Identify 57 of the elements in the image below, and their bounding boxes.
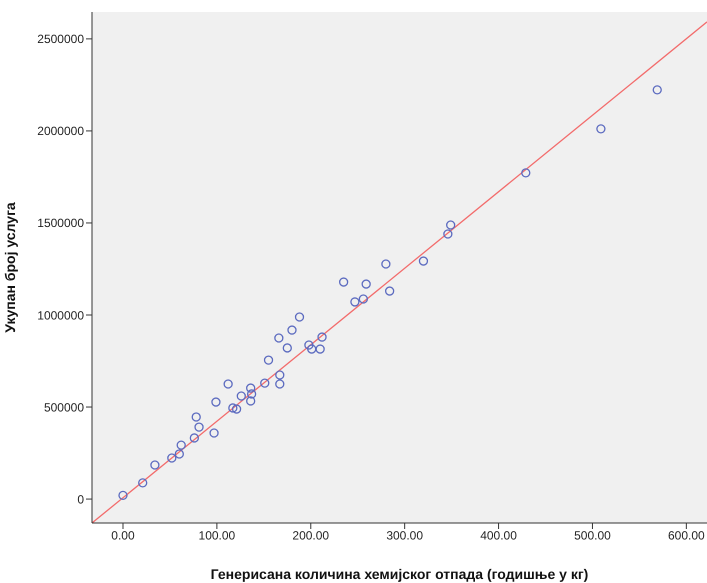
point bbox=[338, 277, 348, 287]
point bbox=[287, 325, 297, 335]
point bbox=[190, 433, 199, 443]
y-tick-label: 1000000 bbox=[37, 308, 84, 322]
point bbox=[275, 370, 284, 380]
x-tick-label: 600.00 bbox=[668, 528, 706, 543]
point bbox=[596, 124, 606, 134]
point bbox=[223, 379, 233, 389]
point bbox=[358, 294, 368, 304]
point bbox=[384, 286, 394, 296]
point bbox=[264, 355, 274, 365]
point bbox=[350, 297, 360, 307]
point bbox=[176, 440, 186, 450]
point bbox=[167, 453, 176, 463]
y-tick-label: 1500000 bbox=[37, 216, 84, 230]
y-tick-label: 2000000 bbox=[37, 124, 84, 138]
y-axis-title: Укупан број услуга bbox=[2, 202, 18, 333]
point bbox=[246, 389, 256, 399]
point bbox=[118, 490, 128, 500]
point bbox=[317, 332, 327, 342]
point bbox=[174, 449, 184, 459]
point bbox=[304, 340, 314, 350]
point bbox=[446, 220, 456, 230]
point bbox=[194, 422, 204, 432]
x-tick-label: 400.00 bbox=[480, 528, 518, 543]
point bbox=[192, 412, 201, 422]
point bbox=[274, 333, 284, 343]
x-tick-label: 0.00 bbox=[111, 528, 135, 543]
point bbox=[275, 379, 284, 389]
point bbox=[209, 428, 219, 438]
point bbox=[236, 391, 246, 401]
point bbox=[232, 404, 242, 414]
point bbox=[381, 259, 391, 269]
point bbox=[316, 344, 325, 354]
point bbox=[282, 343, 292, 353]
point bbox=[362, 279, 371, 289]
x-tick-label: 200.00 bbox=[292, 528, 330, 543]
point bbox=[307, 344, 316, 354]
point bbox=[138, 478, 148, 488]
point bbox=[246, 383, 256, 393]
point bbox=[246, 396, 256, 406]
point bbox=[150, 460, 160, 470]
y-tick-label: 2500000 bbox=[37, 32, 84, 46]
point bbox=[211, 397, 221, 407]
point bbox=[443, 229, 453, 239]
point bbox=[521, 168, 530, 178]
x-tick-label: 100.00 bbox=[198, 528, 236, 543]
x-axis-title: Генерисана количина хемијског отпада (годишње у кг) bbox=[210, 566, 588, 582]
x-tick-label: 300.00 bbox=[386, 528, 424, 543]
y-tick-label: 0 bbox=[77, 492, 84, 506]
point bbox=[260, 378, 270, 388]
point bbox=[418, 256, 428, 266]
point bbox=[652, 85, 662, 95]
x-tick-label: 500.00 bbox=[574, 528, 612, 543]
y-tick-label: 500000 bbox=[44, 400, 84, 414]
point bbox=[294, 312, 304, 322]
point bbox=[228, 403, 238, 413]
